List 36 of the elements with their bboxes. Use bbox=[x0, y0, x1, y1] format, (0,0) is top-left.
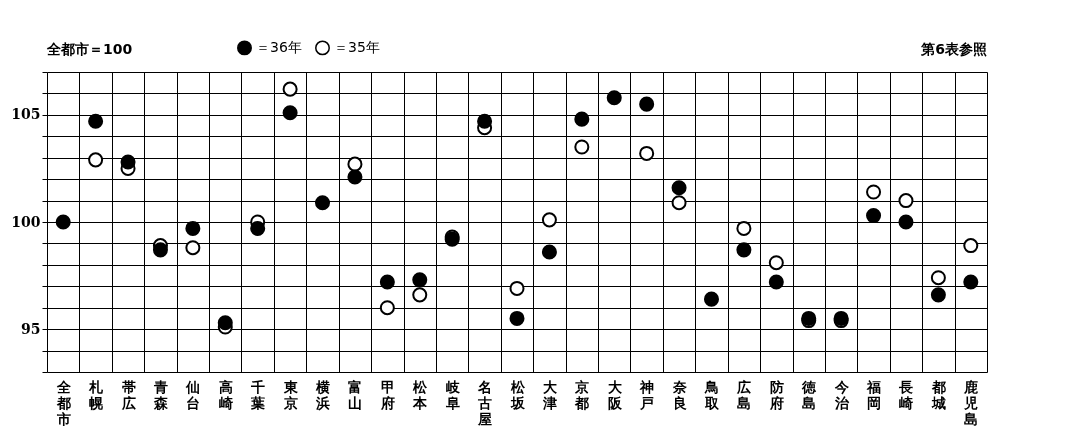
x-tick-label: 京都 bbox=[574, 378, 590, 411]
y-tick-label: 95 bbox=[21, 320, 41, 337]
x-tick-label: 東京 bbox=[282, 378, 299, 411]
y-tick-label: 100 bbox=[11, 213, 41, 230]
x-tick-label: 神戸 bbox=[639, 378, 655, 411]
legend-label: ＝36年 bbox=[256, 38, 302, 55]
x-tick-label: 防府 bbox=[768, 378, 784, 411]
x-tick-label: 札幌 bbox=[88, 378, 105, 411]
x-tick-label: 大阪 bbox=[607, 378, 623, 411]
legend-label: ＝35年 bbox=[334, 38, 380, 55]
x-tick-label: 高崎 bbox=[218, 378, 233, 411]
x-tick-label: 横浜 bbox=[315, 378, 331, 411]
x-tick-label: 帯広 bbox=[120, 378, 136, 411]
x-tick-label: 松坂 bbox=[509, 378, 526, 411]
x-tick-label: 長崎 bbox=[898, 378, 914, 411]
x-tick-label: 富山 bbox=[348, 378, 363, 411]
x-tick-label: 徳島 bbox=[801, 378, 818, 411]
x-tick-label: 千葉 bbox=[250, 378, 266, 411]
text: 全都市＝100 bbox=[46, 41, 133, 57]
x-tick-label: 甲府 bbox=[379, 378, 395, 411]
x-tick-label: 今治 bbox=[833, 378, 850, 411]
x-tick-label: 鳥取 bbox=[703, 378, 720, 411]
x-tick-label: 全都市 bbox=[55, 378, 72, 427]
x-tick-label: 鹿児島 bbox=[963, 378, 979, 427]
x-tick-label: 青森 bbox=[152, 378, 169, 411]
x-tick-label: 広島 bbox=[736, 378, 752, 411]
x-tick-label: 岐阜 bbox=[444, 378, 461, 411]
x-tick-label: 仙台 bbox=[185, 378, 201, 411]
x-tick-label: 福岡 bbox=[866, 378, 882, 411]
x-tick-label: 大津 bbox=[541, 378, 558, 411]
x-tick-label: 松本 bbox=[412, 378, 429, 411]
x-tick-label: 奈良 bbox=[671, 378, 688, 411]
y-tick-label: 105 bbox=[11, 106, 41, 123]
text: 第6表参照 bbox=[920, 41, 987, 57]
x-tick-label: 都城 bbox=[930, 378, 946, 411]
x-tick-label: 名古屋 bbox=[477, 378, 493, 427]
